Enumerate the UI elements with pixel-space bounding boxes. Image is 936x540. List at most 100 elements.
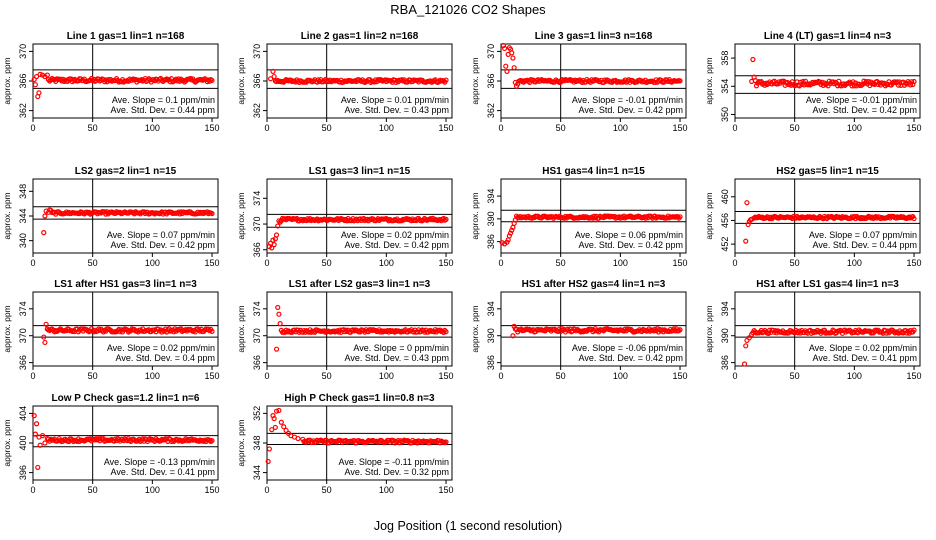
data-point [743,343,749,349]
panel-11: HS1 after HS2 gas=4 lin=1 n=3 approx. ppm… [470,279,688,381]
x-tick-label: 100 [613,258,628,268]
data-series [743,200,917,244]
y-tick-label: 352 [252,406,262,421]
y-tick-label: 394 [486,189,496,204]
plot-frame [32,291,219,367]
x-tick-label: 100 [847,371,862,381]
data-point [443,216,449,222]
data-point [911,215,917,222]
data-series [31,71,215,100]
x-tick-label: 100 [145,123,160,133]
x-tick-label: 150 [439,258,454,268]
panel-title: LS1 after HS1 gas=3 lin=1 n=3 [54,279,197,290]
data-point [35,464,41,471]
data-series [265,407,449,465]
x-tick-label: 100 [613,123,628,133]
y-tick-label: 348 [252,435,262,450]
x-tick-label: 150 [205,258,220,268]
y-tick-label: 394 [720,301,730,316]
data-point [271,73,277,80]
annotation: Ave. Std. Dev. = 0.32 ppm [345,467,449,477]
x-tick-label: 0 [264,258,269,268]
annotation: Ave. Std. Dev. = 0.4 ppm [116,353,215,363]
y-tick-label: 394 [486,301,496,316]
panel-7: HS1 gas=4 lin=1 n=15 approx. ppm 386 390 394… [470,166,688,268]
y-tick-label: 370 [252,217,262,232]
panel-title: Line 4 (LT) gas=1 lin=4 n=3 [764,31,892,42]
x-tick-label: 50 [322,485,332,495]
data-point [37,71,43,77]
data-point [503,63,509,69]
y-tick-label: 386 [486,234,496,249]
annotation: Ave. Slope = -0.11 ppm/min [339,457,449,467]
annotation: Ave. Slope = 0.07 ppm/min [107,230,215,240]
x-tick-label: 50 [556,371,566,381]
data-point [33,421,40,427]
y-tick-label: 400 [18,435,28,450]
y-tick-label: 386 [486,355,496,370]
x-tick-label: 0 [498,258,503,268]
data-point [41,334,47,340]
data-series [510,323,683,339]
annotation: Ave. Std. Dev. = 0.43 ppm [345,105,449,115]
data-point [266,446,272,452]
annotation: Ave. Std. Dev. = 0.43 ppm [345,353,449,363]
x-tick-label: 100 [613,371,628,381]
y-tick-label: 390 [486,328,496,343]
panel-title: Line 2 gas=1 lin=2 n=168 [301,31,419,42]
x-tick-label: 0 [498,123,503,133]
data-point [276,311,282,317]
plot-frame [266,178,453,254]
panel-1: Line 1 gas=1 lin=1 n=168 approx. ppm 362 36… [2,31,220,133]
data-point [271,415,277,422]
data-point [273,408,280,414]
x-tick-label: 100 [379,258,394,268]
panel-3: Line 3 gas=1 lin=3 n=168 approx. ppm 362 36… [470,31,688,133]
data-point [265,458,271,465]
y-tick-label: 386 [720,355,730,370]
data-point [278,419,284,425]
x-axis-title: Jog Position (1 second resolution) [373,519,563,533]
data-point [267,76,274,82]
x-tick-label: 150 [673,123,688,133]
data-series [273,304,449,352]
data-series [31,413,215,471]
plot-frame [266,291,453,367]
panel-title: HS2 gas=5 lin=1 n=15 [776,166,879,177]
x-tick-label: 150 [439,123,454,133]
y-axis-label: approx. ppm [236,305,246,352]
data-point [273,232,280,238]
y-tick-label: 456 [720,213,730,228]
y-tick-label: 404 [18,406,28,421]
x-tick-label: 100 [379,485,394,495]
data-point [269,245,275,251]
data-point [515,81,521,87]
annotation: Ave. Slope = 0.07 ppm/min [809,230,917,240]
y-tick-label: 452 [720,237,730,252]
plot-frame [734,43,921,119]
panel-14: High P Check gas=1 lin=0.8 n=3 approx. pp… [236,393,454,495]
data-point [750,56,756,63]
panel-title: LS1 gas=3 lin=1 n=15 [309,166,411,177]
y-axis-label: approx. ppm [704,192,714,239]
data-point [753,83,760,89]
data-point [277,321,283,327]
data-point [509,50,515,56]
y-tick-label: 366 [486,73,496,88]
panel-title: High P Check gas=1 lin=0.8 n=3 [284,393,435,404]
x-tick-label: 0 [264,485,269,495]
y-tick-label: 390 [720,328,730,343]
data-series [267,68,449,86]
annotation: Ave. Slope = -0.06 ppm/min [572,343,683,353]
data-point [504,68,510,74]
x-tick-label: 50 [88,258,98,268]
data-point [41,230,47,236]
x-tick-label: 100 [847,123,862,133]
data-point [209,438,215,444]
y-tick-label: 460 [720,189,730,204]
data-point [677,327,683,333]
panel-4: Line 4 (LT) gas=1 lin=4 n=3 approx. ppm 35… [704,31,922,133]
data-point [273,346,280,352]
data-point [443,329,449,335]
x-tick-label: 0 [30,123,35,133]
